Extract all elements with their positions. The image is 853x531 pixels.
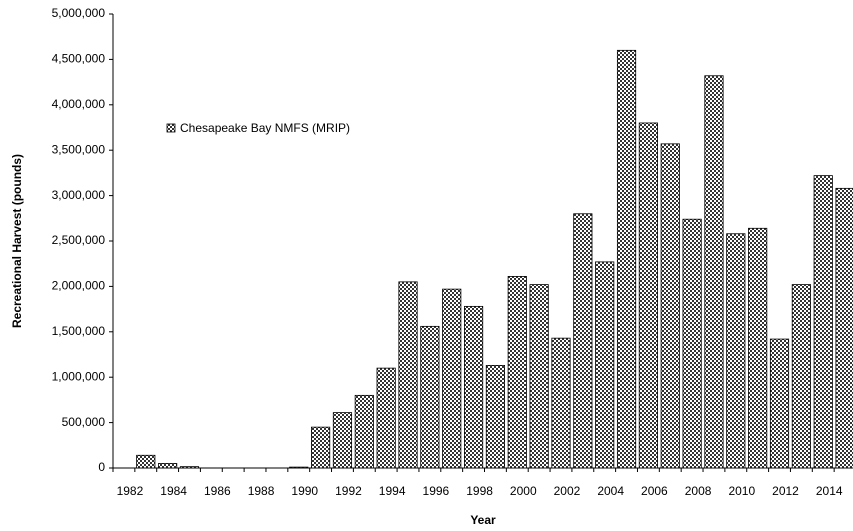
x-tick-label: 2012	[772, 484, 799, 498]
x-tick-label: 1990	[291, 484, 318, 498]
bar	[507, 276, 527, 469]
y-tick-label: 500,000	[62, 415, 106, 429]
y-tick-label: 1,500,000	[52, 324, 106, 338]
bar	[616, 49, 637, 469]
x-tick-label: 1992	[335, 484, 362, 498]
bar	[311, 426, 331, 469]
bar	[420, 325, 440, 469]
bar	[726, 233, 746, 469]
y-tick-label: 2,000,000	[52, 279, 106, 293]
legend-swatch	[166, 123, 176, 133]
bar	[463, 305, 484, 469]
y-tick-label: 4,500,000	[52, 52, 106, 66]
bar	[485, 364, 506, 469]
x-tick-label: 2000	[510, 484, 537, 498]
bar	[376, 367, 396, 469]
bar	[551, 337, 571, 469]
x-tick-label: 1996	[423, 484, 450, 498]
bar	[704, 75, 724, 469]
x-tick-label: 1982	[117, 484, 144, 498]
bar	[332, 412, 353, 469]
x-tick-label: 2008	[685, 484, 712, 498]
x-tick-label: 1994	[379, 484, 406, 498]
legend-label: Chesapeake Bay NMFS (MRIP)	[180, 121, 350, 135]
x-tick-label: 1988	[248, 484, 275, 498]
x-axis-title: Year	[470, 513, 496, 527]
bar	[660, 143, 680, 469]
bar	[354, 394, 374, 469]
x-tick-label: 2006	[641, 484, 668, 498]
bar	[158, 463, 178, 469]
x-tick-label: 1998	[466, 484, 493, 498]
bar	[769, 338, 790, 469]
bar	[573, 213, 593, 469]
y-tick-label: 2,500,000	[52, 233, 106, 247]
bar	[748, 227, 768, 469]
bar	[289, 466, 309, 469]
bar	[398, 281, 418, 469]
bar	[179, 466, 200, 469]
x-tick-label: 1984	[160, 484, 187, 498]
y-tick-label: 4,000,000	[52, 97, 106, 111]
x-tick-label: 2004	[597, 484, 624, 498]
bar	[442, 288, 462, 469]
bar	[136, 454, 156, 469]
x-tick-label: 2002	[554, 484, 581, 498]
x-tick-label: 2014	[816, 484, 843, 498]
y-tick-label: 0	[98, 460, 105, 474]
y-tick-label: 5,000,000	[52, 6, 106, 20]
x-tick-label: 1986	[204, 484, 231, 498]
bar	[791, 284, 811, 469]
y-tick-label: 1,000,000	[52, 369, 106, 383]
x-tick-label: 2010	[728, 484, 755, 498]
y-tick-label: 3,000,000	[52, 188, 106, 202]
bar	[682, 218, 702, 469]
bar	[835, 187, 853, 469]
bar	[595, 261, 615, 469]
bar	[529, 284, 549, 469]
y-tick-label: 3,500,000	[52, 142, 106, 156]
bar	[638, 122, 658, 469]
y-axis-title: Recreational Harvest (pounds)	[10, 154, 24, 328]
bar	[813, 175, 833, 469]
